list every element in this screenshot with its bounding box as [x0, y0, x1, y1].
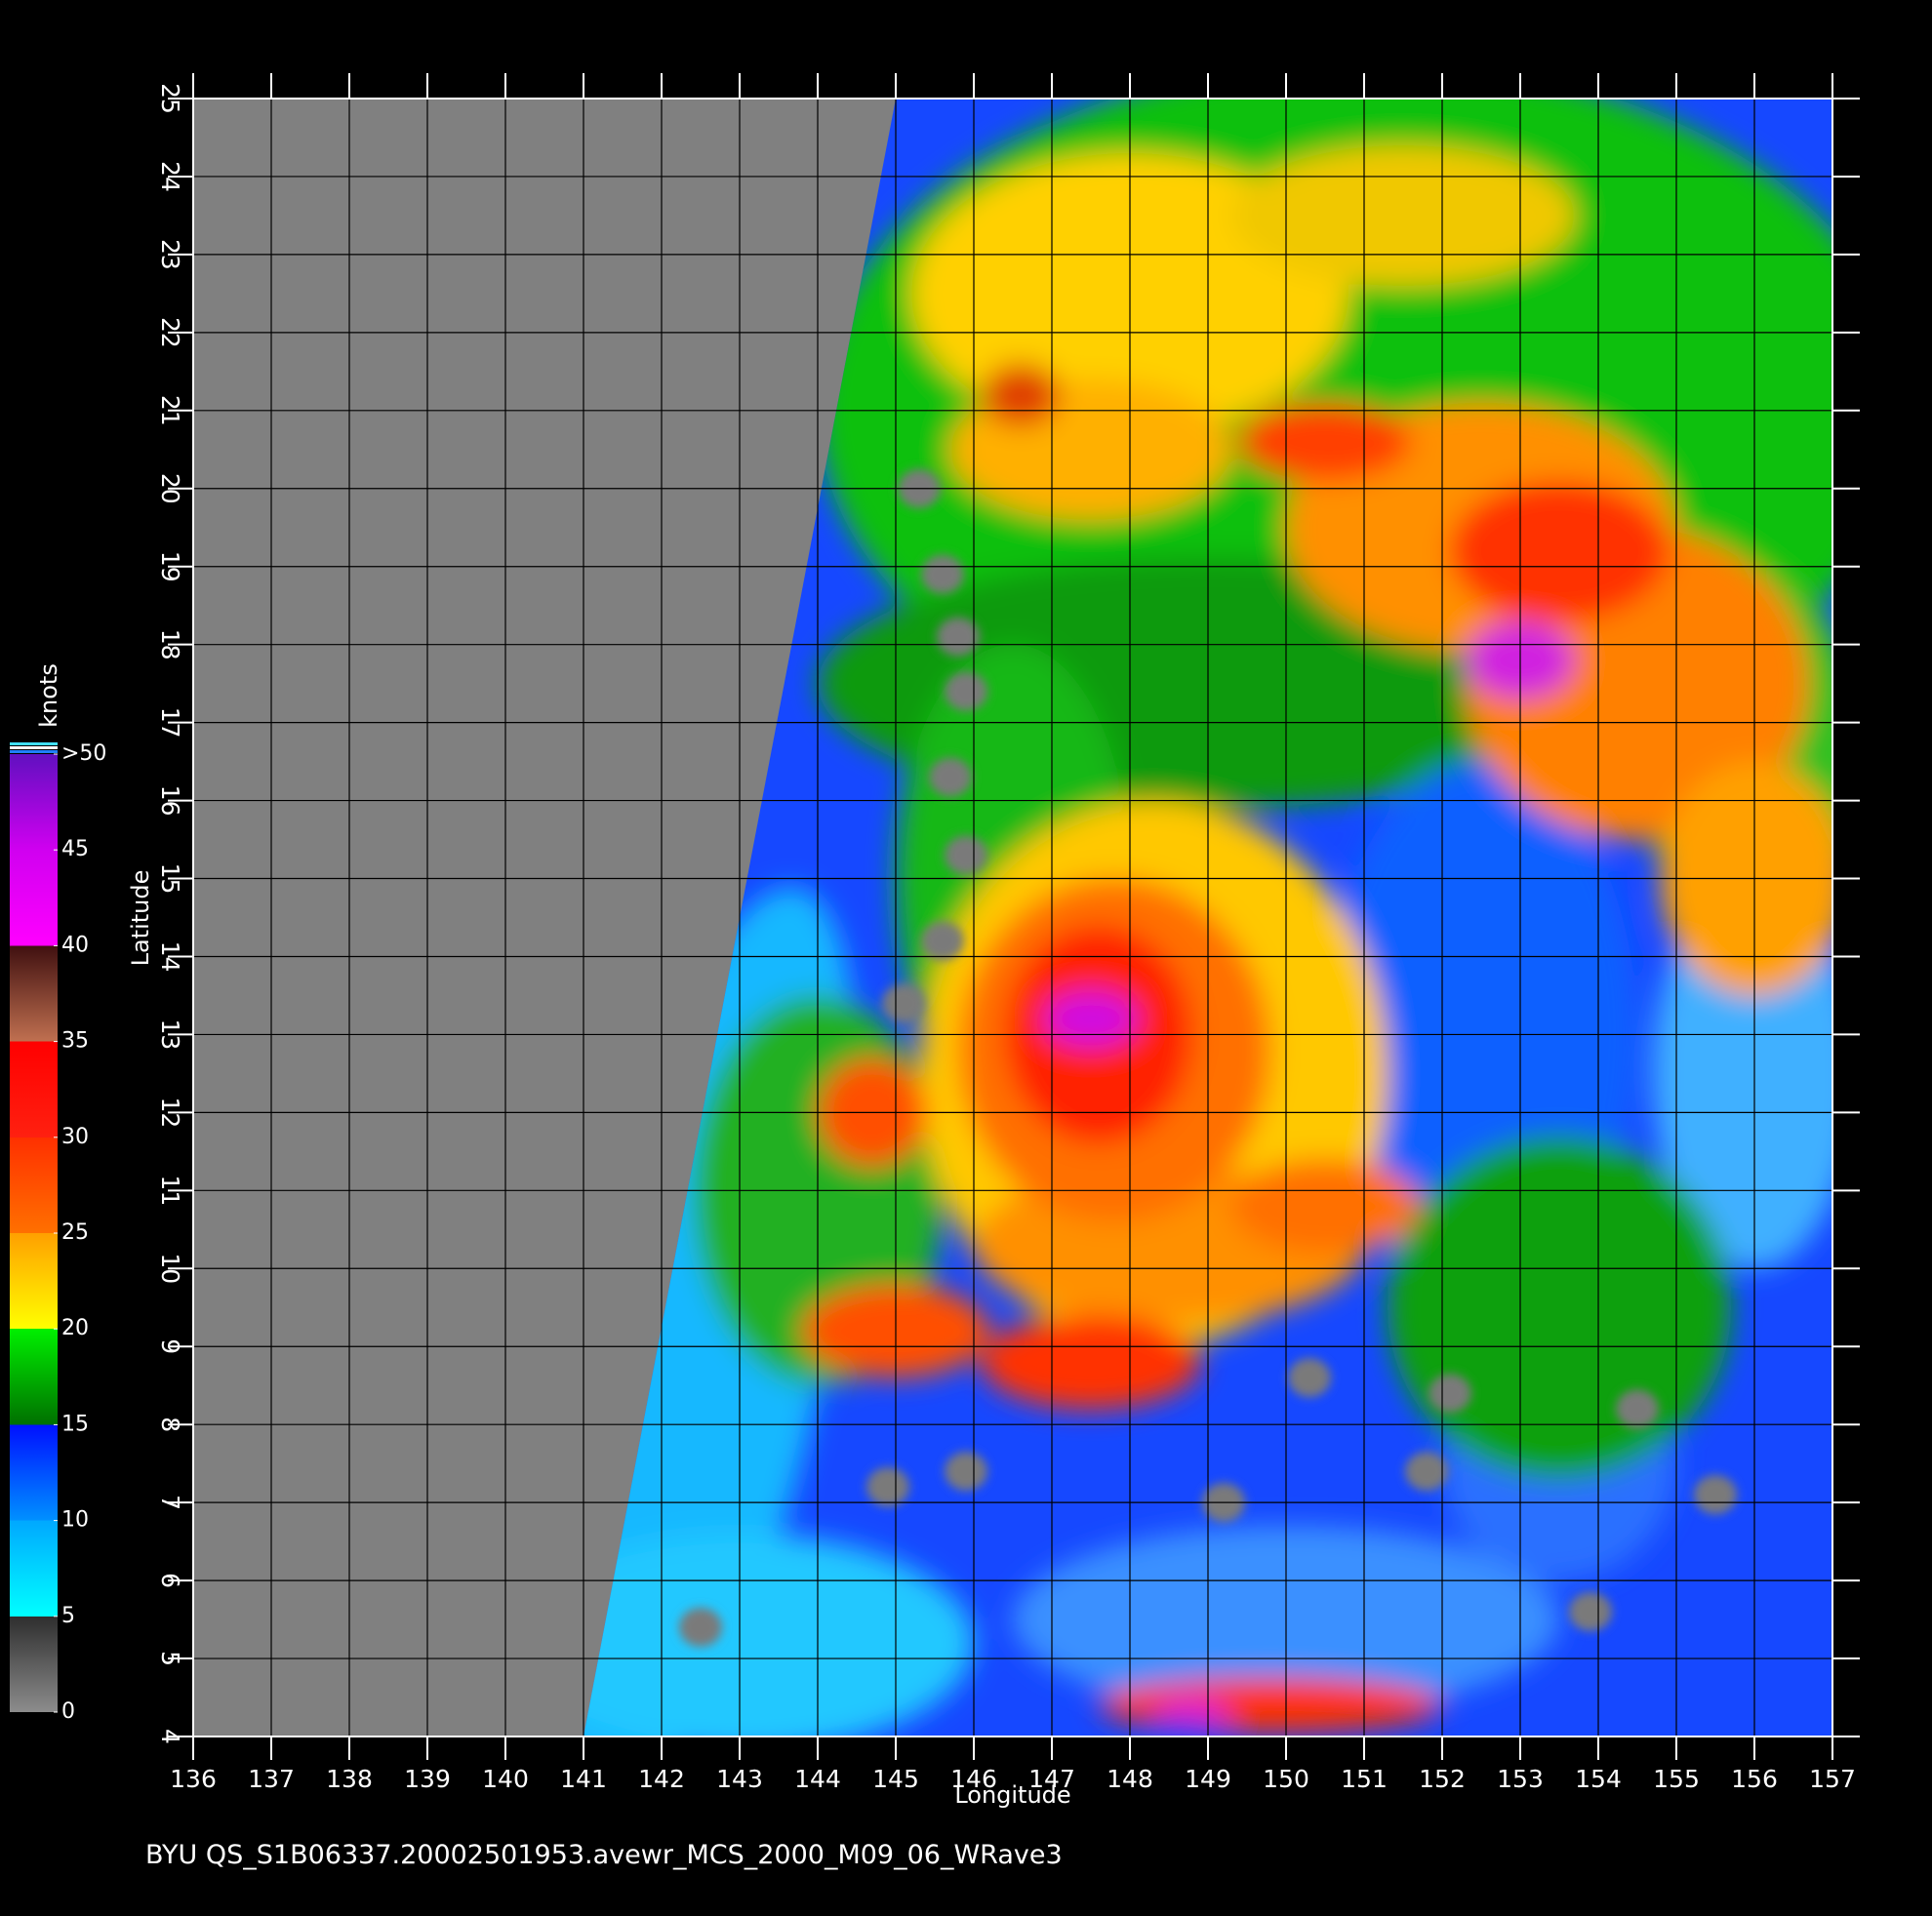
x-tick-label: 146 — [950, 1765, 997, 1793]
y-tick-label: 17 — [156, 707, 184, 738]
y-tick-label: 19 — [156, 551, 184, 582]
colorbar-tick-label: 5 — [61, 1604, 75, 1628]
colorbar-tick-label: 45 — [61, 837, 89, 861]
x-tick-label: 144 — [794, 1765, 841, 1793]
y-tick-label: 8 — [156, 1417, 184, 1432]
y-tick-label: 23 — [156, 239, 184, 270]
colorbar-tick-label: 10 — [61, 1508, 89, 1533]
colorbar-scale — [10, 754, 58, 1712]
y-tick-label: 15 — [156, 863, 184, 895]
x-tick-label: 153 — [1497, 1765, 1544, 1793]
x-tick-label: 142 — [638, 1765, 685, 1793]
y-tick-label: 13 — [156, 1019, 184, 1051]
x-tick-label: 145 — [872, 1765, 919, 1793]
colorbar-tick-label: 0 — [61, 1699, 75, 1724]
x-tick-label: 136 — [170, 1765, 217, 1793]
x-tick-label: 137 — [248, 1765, 295, 1793]
colorbar-tick-label: >50 — [61, 741, 106, 766]
y-tick-label: 24 — [156, 161, 184, 192]
y-tick-label: 14 — [156, 941, 184, 973]
x-tick-label: 140 — [482, 1765, 529, 1793]
colorbar-tick-label: 20 — [61, 1316, 89, 1340]
plot-frame — [192, 98, 1833, 1737]
x-tick-label: 150 — [1263, 1765, 1309, 1793]
y-tick-label: 4 — [156, 1729, 184, 1744]
axes: 136 137 138 139 140 141 142 143 144 145 146 147 148 1… — [156, 73, 1860, 1793]
y-tick-label: 9 — [156, 1338, 184, 1354]
y-tick-label: 18 — [156, 629, 184, 660]
colorbar-tick-label: 40 — [61, 933, 89, 957]
x-tick-label: 152 — [1419, 1765, 1466, 1793]
x-tick-label: 151 — [1341, 1765, 1388, 1793]
x-tick-label: 157 — [1809, 1765, 1856, 1793]
chart-title: BYU QS_S1B06337.20002501953.avewr_MCS_20… — [145, 1840, 1063, 1870]
y-axis-label: Latitude — [127, 870, 154, 967]
y-tick-label: 11 — [156, 1175, 184, 1206]
x-axis-label: Longitude — [954, 1781, 1070, 1809]
colorbar: 0 5 10 15 20 25 30 35 40 45 >50 — [10, 741, 106, 1724]
x-tick-label: 156 — [1731, 1765, 1778, 1793]
x-tick-label: 148 — [1107, 1765, 1153, 1793]
y-tick-label: 25 — [156, 83, 184, 114]
y-tick-label: 12 — [156, 1097, 184, 1128]
x-tick-label: 143 — [716, 1765, 763, 1793]
y-tick-label: 10 — [156, 1253, 184, 1284]
colorbar-tick-label: 35 — [61, 1029, 89, 1054]
x-tick-label: 147 — [1028, 1765, 1075, 1793]
x-tick-label: 141 — [560, 1765, 607, 1793]
y-tick-label: 21 — [156, 395, 184, 426]
colorbar-cap — [10, 742, 58, 745]
y-tick-label: 5 — [156, 1651, 184, 1666]
y-tick-label: 20 — [156, 473, 184, 504]
y-tick-label: 16 — [156, 785, 184, 817]
x-tick-label: 155 — [1653, 1765, 1700, 1793]
y-tick-label: 7 — [156, 1495, 184, 1510]
x-tick-label: 138 — [326, 1765, 373, 1793]
colorbar-label: knots — [35, 663, 62, 728]
colorbar-cap — [10, 750, 58, 753]
y-tick-label: 6 — [156, 1573, 184, 1588]
colorbar-tick-label: 30 — [61, 1125, 89, 1149]
x-tick-label: 139 — [404, 1765, 451, 1793]
colorbar-cap — [10, 746, 58, 749]
y-tick-label: 22 — [156, 317, 184, 348]
colorbar-tick-label: 25 — [61, 1220, 89, 1245]
colorbar-tick-label: 15 — [61, 1412, 89, 1436]
x-tick-label: 149 — [1185, 1765, 1231, 1793]
x-tick-label: 154 — [1575, 1765, 1622, 1793]
